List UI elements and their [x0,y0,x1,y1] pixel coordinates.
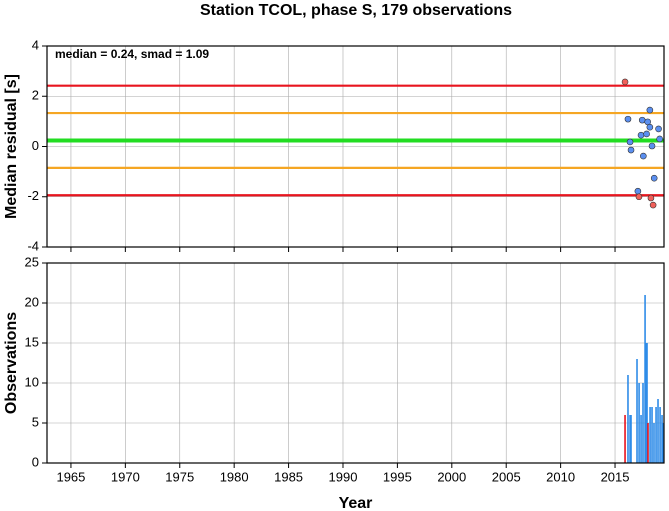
y-tick-label: 4 [32,37,39,52]
y-tick-label: 2 [32,88,39,103]
data-point [646,123,654,131]
x-tick-label: 1970 [111,469,140,484]
bar [646,343,648,463]
data-point [621,78,629,86]
data-point [655,125,662,133]
y-tick-label: 5 [32,414,39,429]
x-tick-label: 2015 [601,469,630,484]
bar [651,407,653,463]
x-tick-label: 2010 [546,469,575,484]
y-tick-label: -2 [27,188,39,203]
y-tick-label: 0 [32,138,39,153]
bar [638,383,640,463]
y-tick-label: 15 [25,334,39,349]
data-point [634,187,642,195]
x-tick-label: 2005 [492,469,521,484]
data-point [648,142,656,150]
data-point [646,106,654,114]
bar [661,415,663,463]
x-tick-label: 2000 [437,469,466,484]
x-axis-label: Year [339,495,373,511]
bar [644,295,646,463]
bar [645,343,647,463]
x-tick-label: 1975 [165,469,194,484]
plot-frame [46,45,665,248]
plot-frame [46,262,665,464]
y-axis-label: Median residual [s] [3,74,20,219]
bar [647,423,649,463]
data-point [647,194,655,202]
bar [642,383,644,463]
data-point [640,152,647,160]
data-point [627,146,635,154]
bar [657,399,659,463]
bar [630,415,632,463]
data-point [635,193,643,201]
x-tick-label: 1965 [56,469,85,484]
data-point [649,201,657,209]
bar [640,415,642,463]
x-tick-label: 1990 [329,469,358,484]
bar [649,407,651,463]
data-point [643,130,650,138]
bar [627,375,629,463]
y-axis-label: Observations [3,312,20,414]
data-point [656,135,663,143]
data-point [637,131,645,139]
x-tick-label: 1995 [383,469,412,484]
data-point [638,116,646,124]
bar [662,423,664,463]
y-tick-label: 20 [25,294,39,309]
bar [659,407,661,463]
x-tick-label: 1980 [220,469,249,484]
y-tick-label: 25 [25,254,39,269]
y-tick-label: 10 [25,374,39,389]
chart-title: Station TCOL, phase S, 179 observations [200,2,512,19]
data-point [650,174,658,182]
bar [655,407,657,463]
y-tick-label: -4 [27,238,39,253]
data-point [624,115,632,123]
data-point [626,138,634,146]
x-tick-label: 1985 [274,469,303,484]
y-tick-label: 0 [32,454,39,469]
bar [629,415,631,463]
bar [653,423,655,463]
bar [624,415,626,463]
bar [636,359,638,463]
annotation: median = 0.24, smad = 1.09 [55,47,209,61]
